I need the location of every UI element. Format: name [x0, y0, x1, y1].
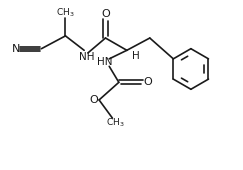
Text: O: O — [144, 77, 153, 87]
Text: NH: NH — [79, 52, 95, 62]
Text: CH$_3$: CH$_3$ — [106, 116, 124, 129]
Text: O: O — [89, 96, 98, 105]
Text: O: O — [101, 9, 110, 19]
Text: CH$_3$: CH$_3$ — [56, 7, 75, 19]
Text: HN: HN — [97, 57, 113, 67]
Text: H: H — [132, 51, 140, 61]
Text: N: N — [12, 44, 20, 54]
